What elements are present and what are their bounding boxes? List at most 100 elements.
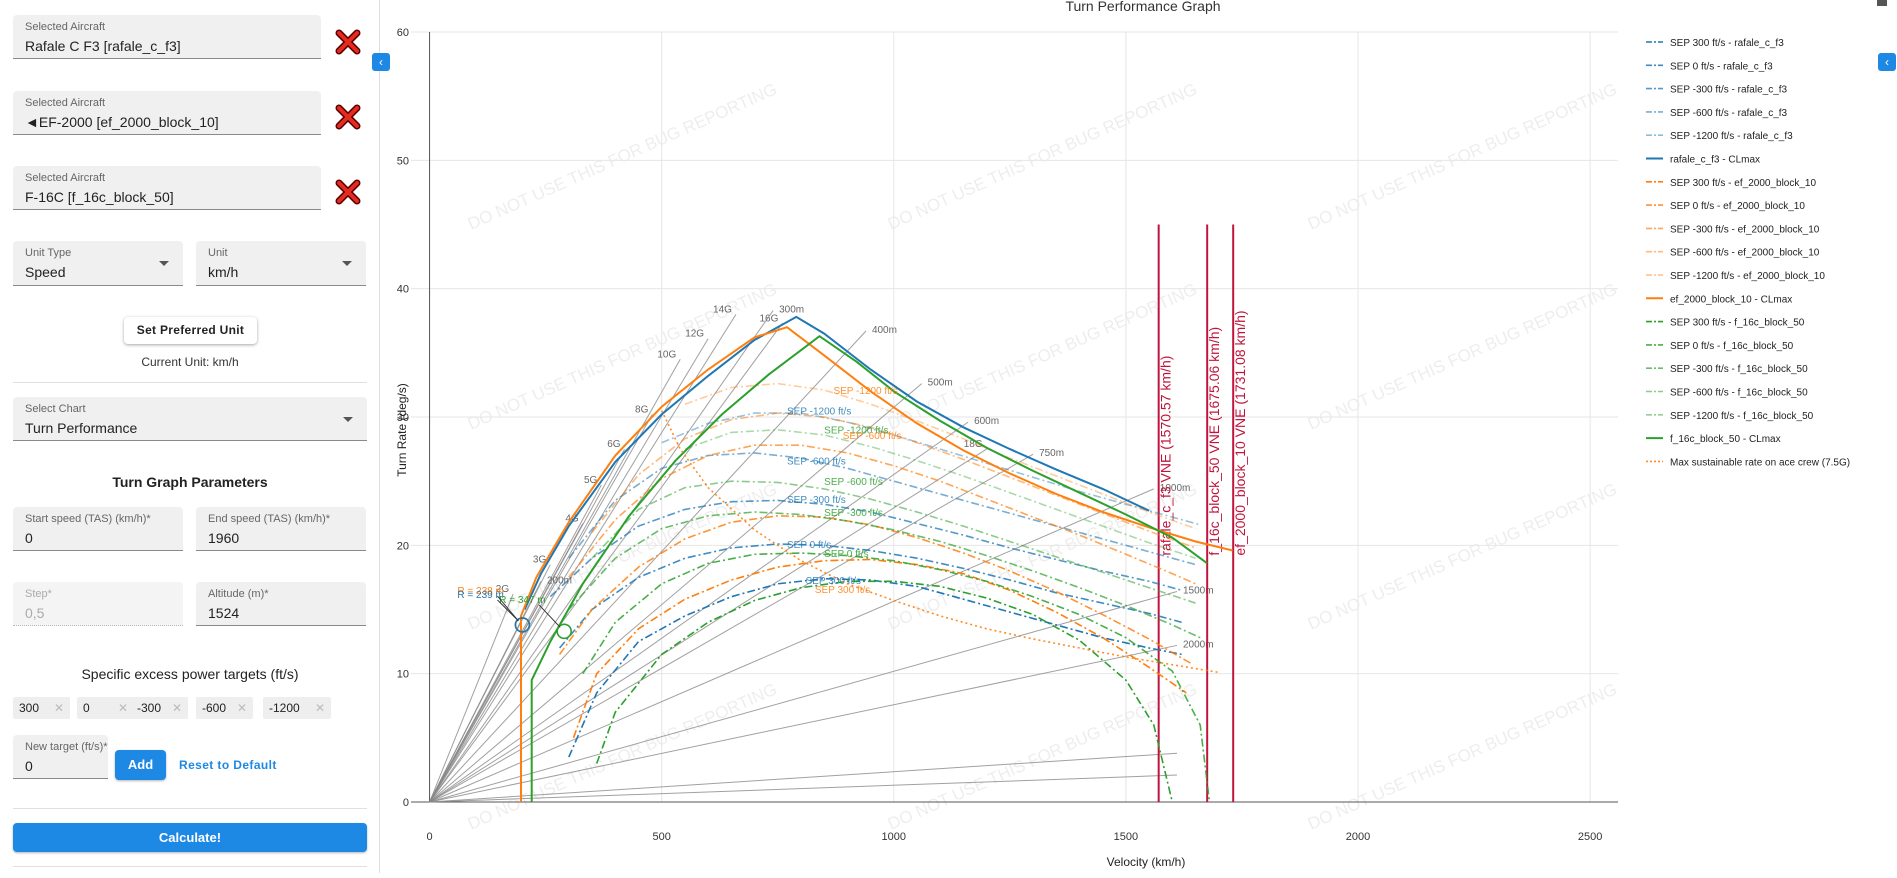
close-icon[interactable]: ✕	[53, 701, 64, 715]
end-speed-input[interactable]: End speed (TAS) (km/h)* 1960	[196, 507, 366, 551]
watermark-text: DO NOT USE THIS FOR BUG REPORTING	[1305, 80, 1620, 234]
divider	[13, 382, 367, 383]
legend-label: SEP -1200 ft/s - rafale_c_f3	[1670, 131, 1793, 142]
legend-item[interactable]: SEP 0 ft/s - f_16c_block_50	[1646, 341, 1794, 352]
legend-item[interactable]: SEP -600 ft/s - rafale_c_f3	[1646, 108, 1788, 119]
legend-item[interactable]: ef_2000_block_10 - CLmax	[1646, 294, 1792, 305]
chevron-left-icon: ‹	[379, 55, 383, 69]
sep-target-chip[interactable]: 0 ✕	[77, 697, 134, 719]
modebar[interactable]	[1869, 0, 1895, 10]
series-line	[558, 543, 1182, 649]
collapse-legend-button[interactable]: ‹	[1878, 53, 1896, 71]
sep-target-chip[interactable]: -1200 ✕	[263, 697, 331, 719]
legend[interactable]: SEP 300 ft/s - rafale_c_f3 SEP 0 ft/s - r…	[1646, 38, 1850, 468]
chart-select-value: Turn Performance	[25, 420, 138, 436]
x-tick-label: 0	[427, 831, 433, 843]
radius-annotation: R = 238 m	[457, 586, 503, 597]
calculate-button[interactable]: Calculate!	[13, 823, 367, 852]
altitude-input[interactable]: Altitude (m)* 1524	[196, 582, 366, 626]
unit-select[interactable]: Unit km/h	[196, 241, 366, 286]
turn-performance-chart-area: DO NOT USE THIS FOR BUG REPORTING DO NOT …	[381, 0, 1897, 873]
unit-label: Unit	[208, 247, 228, 259]
legend-item[interactable]: rafale_c_f3 - CLmax	[1646, 155, 1760, 166]
radius-line	[429, 330, 867, 803]
legend-item[interactable]: Max sustainable rate on ace crew (7.5G)	[1646, 457, 1850, 468]
close-icon[interactable]: ✕	[236, 701, 247, 715]
legend-item[interactable]: SEP -300 ft/s - f_16c_block_50	[1646, 364, 1808, 375]
radius-label: 300m	[779, 304, 804, 315]
unit-value: km/h	[208, 264, 239, 280]
remove-aircraft-1-icon[interactable]	[335, 29, 361, 55]
radius-label: 1500m	[1183, 586, 1214, 597]
altitude-value: 1524	[208, 605, 240, 621]
radius-line	[429, 383, 922, 803]
sep-target-value: -300	[137, 701, 162, 715]
legend-label: SEP -300 ft/s - f_16c_block_50	[1670, 364, 1808, 375]
remove-aircraft-3-icon[interactable]	[335, 179, 361, 205]
legend-label: SEP -600 ft/s - rafale_c_f3	[1670, 108, 1788, 119]
legend-item[interactable]: SEP 300 ft/s - rafale_c_f3	[1646, 38, 1784, 49]
modebar-icon[interactable]	[1877, 0, 1887, 6]
sep-target-chip[interactable]: -600 ✕	[196, 697, 253, 719]
unit-type-select[interactable]: Unit Type Speed	[13, 241, 183, 286]
sep-target-chip[interactable]: 300 ✕	[13, 697, 70, 719]
sep-target-chip[interactable]: -300 ✕	[131, 697, 188, 719]
legend-item[interactable]: SEP -600 ft/s - ef_2000_block_10	[1646, 248, 1820, 259]
sep-annotation: SEP 0 ft/s	[824, 549, 868, 560]
legend-label: f_16c_block_50 - CLmax	[1670, 434, 1781, 445]
collapse-sidebar-button[interactable]: ‹	[372, 53, 390, 71]
legend-item[interactable]: SEP 0 ft/s - rafale_c_f3	[1646, 61, 1773, 72]
legend-label: SEP -600 ft/s - f_16c_block_50	[1670, 388, 1808, 399]
legend-item[interactable]: SEP 300 ft/s - ef_2000_block_10	[1646, 178, 1816, 189]
divider	[13, 866, 367, 867]
legend-item[interactable]: SEP -600 ft/s - f_16c_block_50	[1646, 388, 1808, 399]
g-load-label: 6G	[607, 439, 621, 450]
aircraft-select-1[interactable]: Selected Aircraft Rafale C F3 [rafale_c_…	[13, 15, 321, 59]
start-speed-input[interactable]: Start speed (TAS) (km/h)* 0	[13, 507, 183, 551]
series-line	[591, 412, 1196, 549]
remove-aircraft-2-icon[interactable]	[335, 104, 361, 130]
new-target-input[interactable]: New target (ft/s)* 0	[13, 735, 108, 779]
x-tick-label: 500	[653, 831, 671, 843]
add-target-button[interactable]: Add	[115, 750, 166, 780]
legend-item[interactable]: f_16c_block_50 - CLmax	[1646, 434, 1781, 445]
aircraft-select-label: Selected Aircraft	[25, 97, 106, 109]
legend-item[interactable]: SEP -300 ft/s - rafale_c_f3	[1646, 85, 1788, 96]
unit-type-value: Speed	[25, 264, 66, 280]
series-line	[684, 382, 1196, 530]
axis-layer: 0 10 20 30 40 50 60 0 500 1000 1500 2000 2500	[397, 27, 1618, 843]
legend-item[interactable]: SEP 0 ft/s - ef_2000_block_10	[1646, 201, 1805, 212]
annotation-arrow	[538, 604, 561, 628]
legend-item[interactable]: SEP -1200 ft/s - f_16c_block_50	[1646, 411, 1814, 422]
g-load-line	[429, 323, 783, 803]
legend-item[interactable]: SEP -1200 ft/s - rafale_c_f3	[1646, 131, 1793, 142]
chart-title: Turn Performance Graph	[1065, 0, 1220, 14]
g-load-label: 16G	[759, 313, 778, 324]
watermark-text: DO NOT USE THIS FOR BUG REPORTING	[1305, 680, 1620, 834]
legend-item[interactable]: SEP -1200 ft/s - ef_2000_block_10	[1646, 271, 1825, 282]
legend-item[interactable]: SEP 300 ft/s - f_16c_block_50	[1646, 318, 1805, 329]
y-tick-label: 20	[397, 540, 409, 552]
aircraft-select-3[interactable]: Selected Aircraft F-16C [f_16c_block_50]	[13, 166, 321, 210]
reset-default-button[interactable]: Reset to Default	[179, 758, 277, 772]
aircraft-select-label: Selected Aircraft	[25, 21, 106, 33]
watermark-text: DO NOT USE THIS FOR BUG REPORTING	[885, 680, 1200, 834]
set-preferred-unit-button[interactable]: Set Preferred Unit	[124, 317, 257, 344]
aircraft-select-2[interactable]: Selected Aircraft ◄EF-2000 [ef_2000_bloc…	[13, 91, 321, 135]
close-icon[interactable]: ✕	[117, 701, 128, 715]
close-icon[interactable]: ✕	[314, 701, 325, 715]
chevron-down-icon	[342, 261, 352, 266]
y-tick-label: 40	[397, 284, 409, 296]
close-icon[interactable]: ✕	[171, 701, 182, 715]
g-load-label: 8G	[635, 404, 649, 415]
legend-item[interactable]: SEP -300 ft/s - ef_2000_block_10	[1646, 224, 1820, 235]
legend-label: SEP -300 ft/s - ef_2000_block_10	[1670, 224, 1820, 235]
chevron-down-icon	[343, 417, 353, 422]
turn-performance-chart: DO NOT USE THIS FOR BUG REPORTING DO NOT …	[395, 0, 1850, 869]
sep-annotation: SEP -300 ft/s	[787, 495, 846, 506]
chart-select[interactable]: Select Chart Turn Performance	[13, 397, 367, 441]
unit-type-label: Unit Type	[25, 247, 72, 259]
legend-label: SEP -300 ft/s - rafale_c_f3	[1670, 85, 1788, 96]
series-line	[523, 315, 1150, 610]
chart-select-label: Select Chart	[25, 403, 86, 415]
